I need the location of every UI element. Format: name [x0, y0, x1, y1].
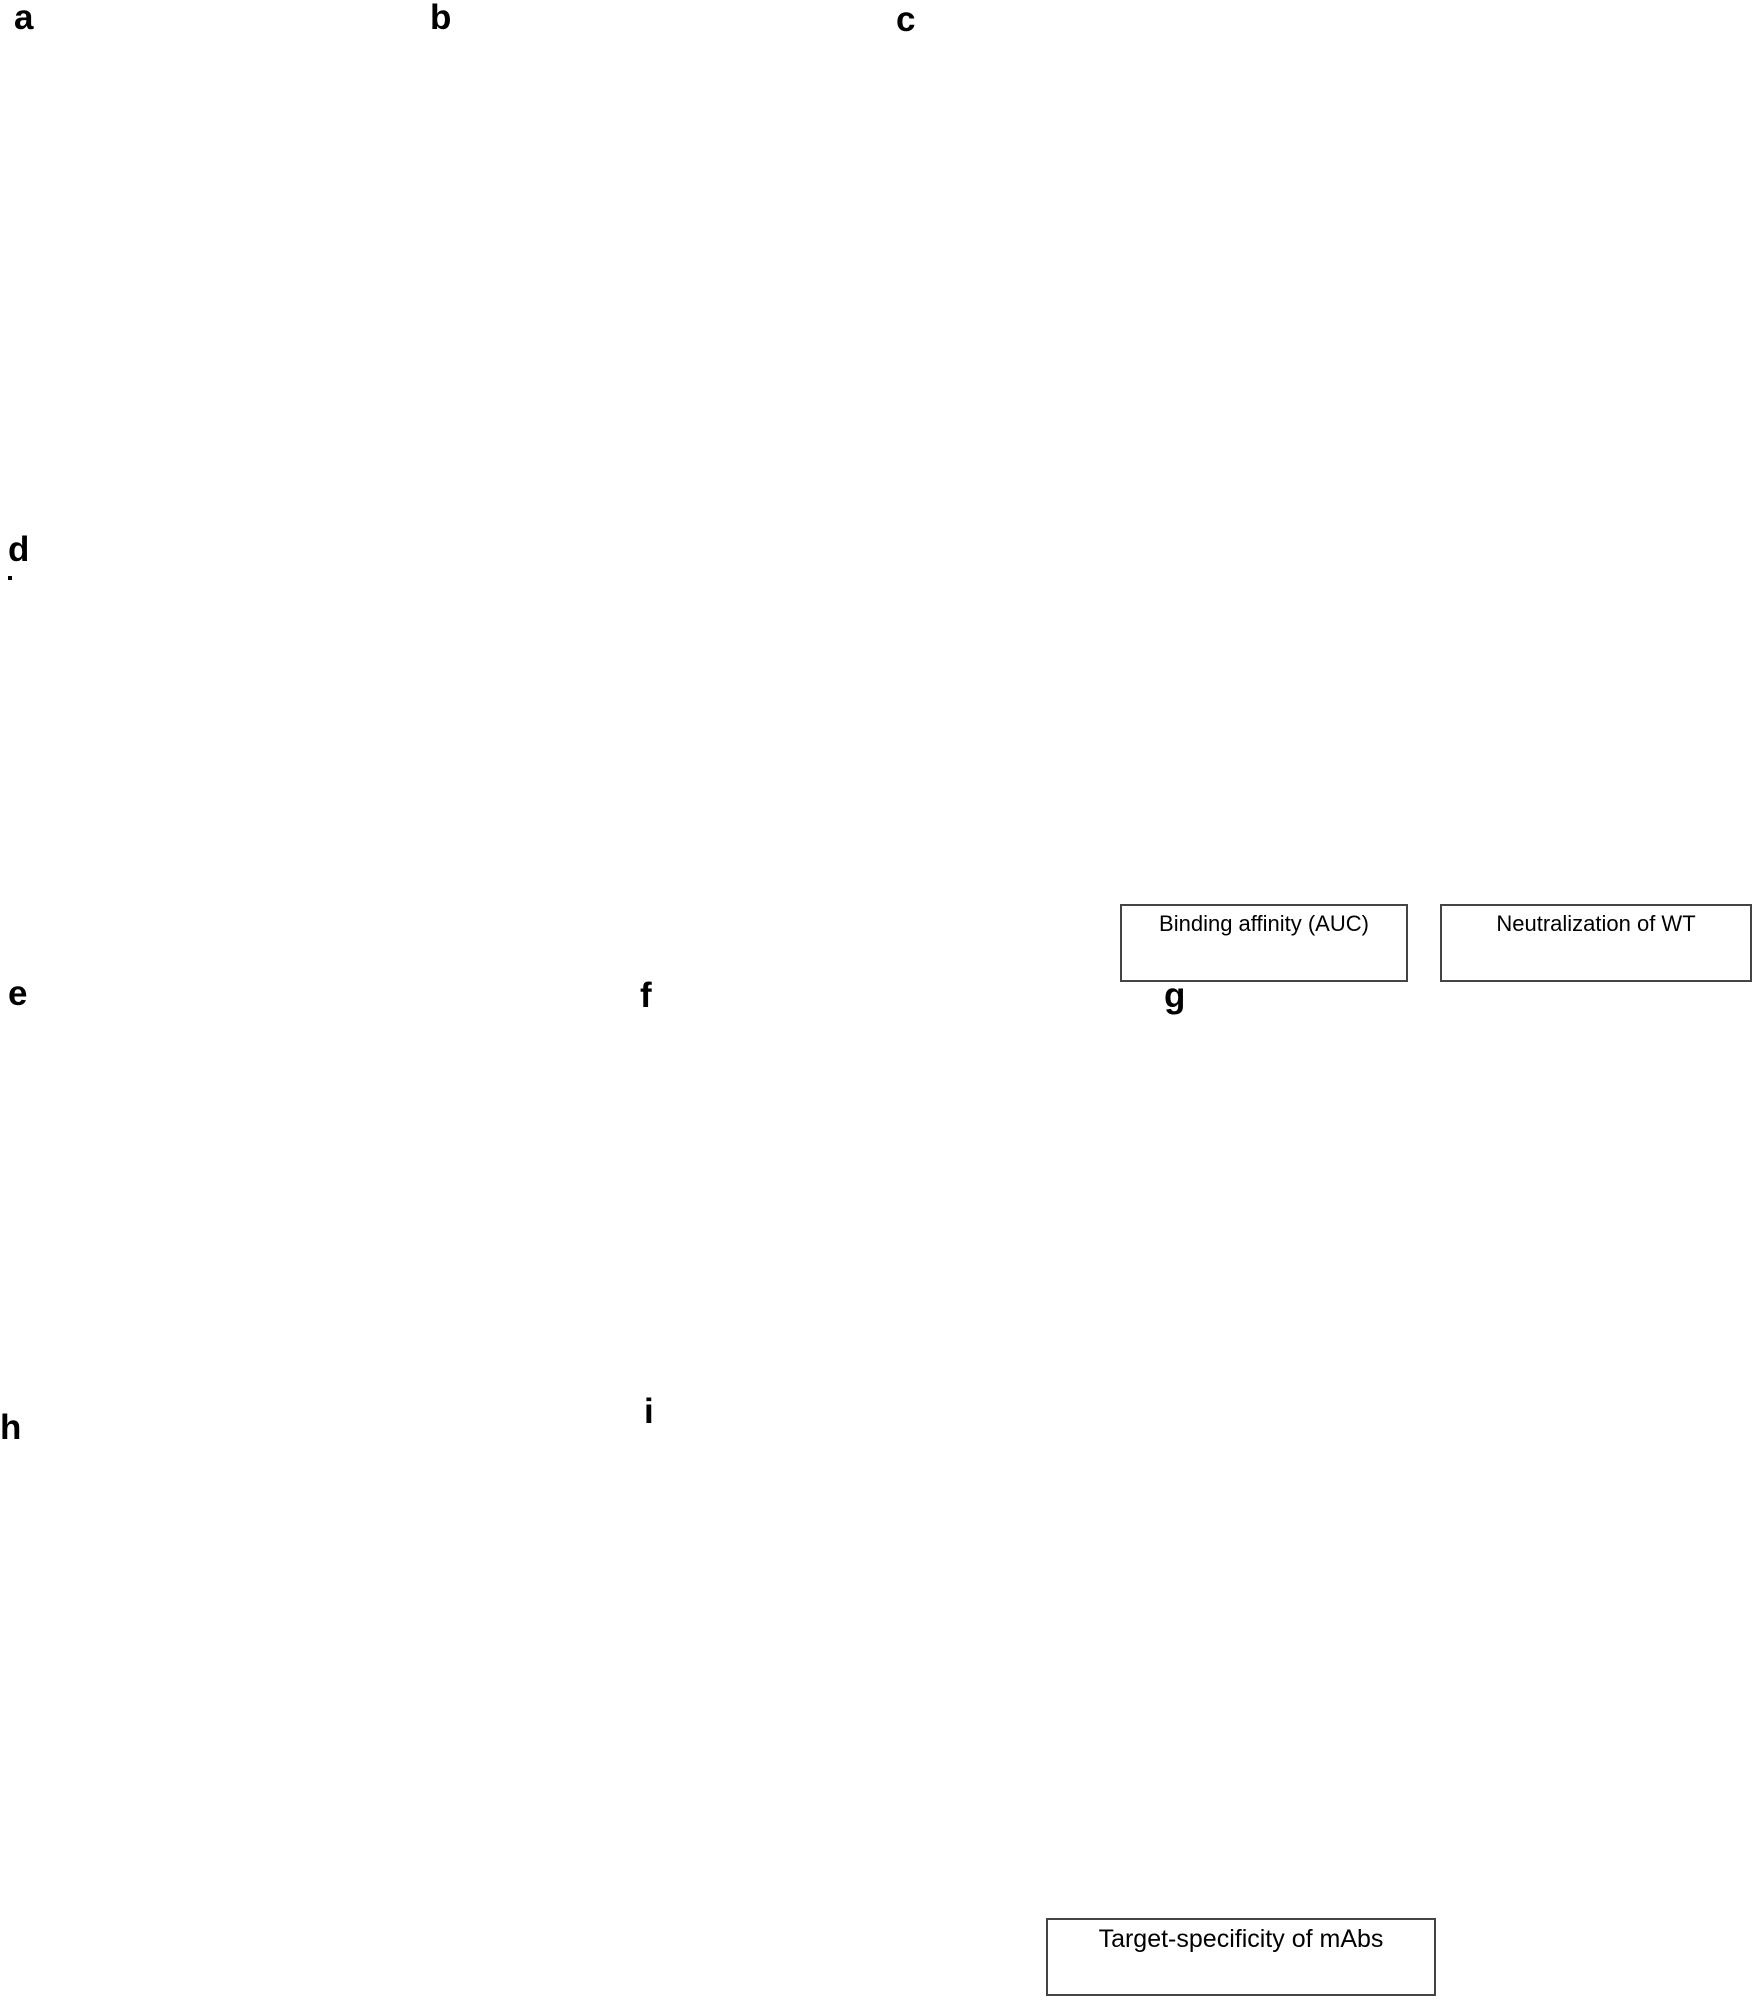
- legend-target-specificity: Target-specificity of mAbs: [1046, 1918, 1436, 1996]
- pie-chart-neutralizing: [580, 985, 1050, 1415]
- legend-neut-title: Neutralization of WT: [1496, 911, 1696, 936]
- panel-label-h: h: [0, 1408, 22, 1447]
- legend-neutralization: Neutralization of WT: [1440, 904, 1752, 982]
- legend-binding-title: Binding affinity (AUC): [1159, 911, 1369, 936]
- pie-chart-b-cells: [900, 0, 1758, 500]
- panel-label-g: g: [1164, 976, 1186, 1015]
- panel-label-d: d: [8, 530, 30, 569]
- umap-plot-spike-non-rbd: [0, 0, 460, 552]
- ic50-dotplot-by-lineage: [560, 1408, 1758, 2000]
- donut-chart-specificity: [30, 960, 590, 1430]
- umap-plot-spike-rbd: [415, 0, 875, 552]
- stacked-bar-neutralizing: [1160, 985, 1758, 1455]
- panel-label-b: b: [430, 0, 452, 37]
- panel-label-c: c: [896, 0, 916, 39]
- panel-label-a: a: [14, 0, 34, 37]
- legend-target-title: Target-specificity of mAbs: [1098, 1925, 1384, 1953]
- panel-label-e: e: [8, 974, 28, 1013]
- panel-label-i: i: [644, 1392, 654, 1431]
- legend-binding-affinity: Binding affinity (AUC): [1120, 904, 1408, 982]
- panel-label-f: f: [640, 976, 652, 1015]
- binding-heatmap-table: [8, 576, 12, 580]
